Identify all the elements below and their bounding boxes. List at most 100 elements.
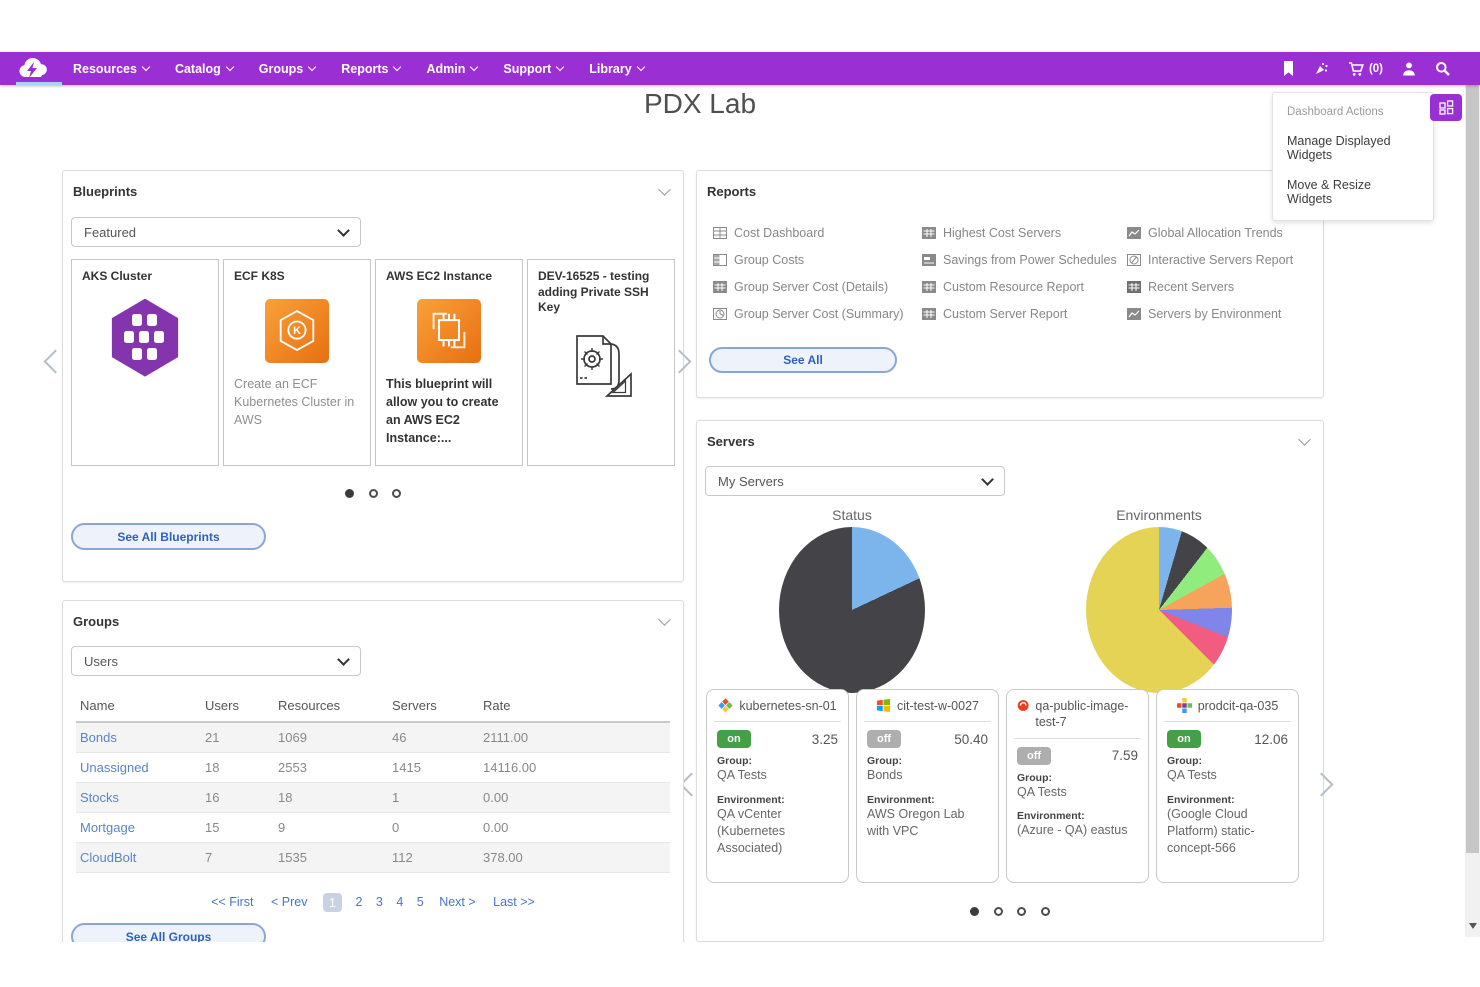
collapse-widget-chevron[interactable] — [1298, 433, 1311, 446]
collapse-widget-chevron[interactable] — [658, 613, 671, 626]
nav-item-resources[interactable]: Resources — [60, 52, 162, 85]
cloudbolt-logo-icon[interactable] — [16, 57, 50, 80]
column-header: Rate — [479, 693, 670, 723]
trend-chart-icon — [1127, 308, 1141, 320]
report-link-interactive-servers-report[interactable]: Interactive Servers Report — [1127, 253, 1293, 267]
blueprints-widget: Blueprints Featured AKS Cluster ECF K8S — [43, 170, 692, 582]
server-card[interactable]: qa-public-image-test-7 off 7.59 Group: Q… — [1006, 689, 1149, 883]
nav-item-groups[interactable]: Groups — [246, 52, 328, 85]
server-group: Bonds — [867, 768, 903, 783]
groups-table: Name Users Resources Servers Rate Bonds … — [76, 693, 670, 873]
carousel-prev-arrow[interactable] — [43, 349, 68, 374]
nav-item-support[interactable]: Support — [490, 52, 576, 85]
carousel-dot[interactable] — [368, 489, 378, 498]
viewport-bottom-edge — [0, 942, 1480, 987]
carousel-dot[interactable] — [1017, 907, 1027, 916]
group-link[interactable]: Mortgage — [80, 820, 135, 835]
carousel-dot-active[interactable] — [345, 489, 355, 498]
scrollbar[interactable] — [1465, 85, 1480, 937]
see-all-reports-button[interactable]: See All — [709, 347, 897, 373]
server-name: qa-public-image-test-7 — [1035, 699, 1129, 730]
pagination-page-current[interactable]: 1 — [322, 893, 342, 912]
report-link-recent-servers[interactable]: Recent Servers — [1127, 280, 1234, 294]
chevron-down-icon — [981, 472, 994, 486]
table-icon — [1127, 281, 1141, 293]
report-link-group-server-cost-details[interactable]: Group Server Cost (Details) — [713, 280, 888, 294]
chevron-down-icon — [636, 62, 645, 72]
server-rate: 12.06 — [1254, 731, 1288, 747]
bookmark-icon[interactable] — [1282, 61, 1295, 76]
blueprint-card[interactable]: AKS Cluster — [71, 259, 219, 466]
carousel-dot[interactable] — [1040, 907, 1050, 916]
scrollbar-down-arrow-icon[interactable] — [1469, 923, 1477, 929]
pagination-page[interactable]: 5 — [416, 894, 424, 909]
blueprint-card[interactable]: DEV-16525 - testing adding Private SSH K… — [527, 259, 675, 466]
blueprint-card[interactable]: ECF K8S K Create an ECF Kubernetes Clust… — [223, 259, 371, 466]
report-link-group-server-cost-summary[interactable]: Group Server Cost (Summary) — [713, 307, 903, 321]
widgets-grid-icon — [1438, 100, 1453, 115]
server-card[interactable]: prodcit-qa-035 on 12.06 Group: QA Tests … — [1156, 689, 1299, 883]
dashboard-actions-button[interactable] — [1430, 94, 1462, 121]
server-environment: (Google Cloud Platform) static-concept-5… — [1167, 807, 1255, 855]
servers-filter-select[interactable]: My Servers — [705, 466, 1005, 496]
pagination-next[interactable]: Next > — [439, 894, 476, 909]
environment-label: Environment: — [867, 794, 935, 807]
report-link-global-allocation-trends[interactable]: Global Allocation Trends — [1127, 226, 1283, 240]
menu-item-manage-widgets[interactable]: Manage Displayed Widgets — [1287, 134, 1391, 162]
group-link[interactable]: Unassigned — [80, 760, 149, 775]
nav-item-admin[interactable]: Admin — [413, 52, 490, 85]
search-icon[interactable] — [1435, 61, 1450, 76]
user-icon[interactable] — [1402, 61, 1416, 76]
report-link-servers-by-environment[interactable]: Servers by Environment — [1127, 307, 1281, 321]
report-link-custom-server-report[interactable]: Custom Server Report — [922, 307, 1067, 321]
nav-item-library[interactable]: Library — [576, 52, 656, 85]
pagination-page[interactable]: 2 — [355, 894, 363, 909]
report-link-custom-resource-report[interactable]: Custom Resource Report — [922, 280, 1084, 294]
server-environment: (Azure - QA) eastus — [1017, 823, 1128, 838]
whats-new-icon[interactable] — [1314, 61, 1329, 76]
server-card[interactable]: cit-test-w-0027 off 50.40 Group: Bonds E… — [856, 689, 999, 883]
group-link[interactable]: CloudBolt — [80, 850, 137, 865]
carousel-dot[interactable] — [993, 907, 1003, 916]
pagination-first[interactable]: << First — [211, 894, 254, 909]
nav-item-reports[interactable]: Reports — [328, 52, 413, 85]
top-navbar: Resources Catalog Groups Reports Admin S… — [0, 52, 1480, 85]
nav-item-catalog[interactable]: Catalog — [162, 52, 246, 85]
server-group: QA Tests — [1167, 768, 1217, 783]
environment-label: Environment: — [1017, 810, 1085, 823]
server-card[interactable]: kubernetes-sn-01 on 3.25 Group: QA Tests… — [706, 689, 849, 883]
group-label: Group: — [867, 755, 902, 768]
scrollbar-thumb[interactable] — [1466, 85, 1479, 853]
blueprint-card[interactable]: AWS EC2 Instance This blueprint will all… — [375, 259, 523, 466]
group-link[interactable]: Stocks — [80, 790, 120, 805]
group-link[interactable]: Bonds — [80, 730, 117, 745]
see-all-blueprints-button[interactable]: See All Blueprints — [71, 523, 266, 550]
pagination-last[interactable]: Last >> — [493, 894, 535, 909]
navbar-actions: (0) — [1282, 61, 1480, 77]
server-group: QA Tests — [1017, 784, 1067, 799]
status-pie-title: Status — [832, 507, 872, 523]
blueprints-filter-select[interactable]: Featured — [71, 217, 361, 247]
report-link-cost-dashboard[interactable]: Cost Dashboard — [713, 226, 824, 240]
menu-item-move-resize-widgets[interactable]: Move & Resize Widgets — [1287, 178, 1372, 206]
report-link-group-costs[interactable]: Group Costs — [713, 253, 804, 267]
group-label: Group: — [1167, 755, 1202, 768]
pagination-prev[interactable]: < Prev — [270, 894, 308, 909]
report-link-savings-power-schedules[interactable]: Savings from Power Schedules — [922, 253, 1117, 267]
report-link-highest-cost-servers[interactable]: Highest Cost Servers — [922, 226, 1061, 240]
groups-filter-select[interactable]: Users — [71, 646, 361, 676]
collapse-widget-chevron[interactable] — [658, 183, 671, 196]
pagination-page[interactable]: 3 — [375, 894, 383, 909]
chevron-down-icon — [470, 62, 479, 72]
carousel-dot-active[interactable] — [970, 907, 980, 916]
cart-button[interactable]: (0) — [1348, 61, 1383, 77]
reports-widget: Reports Cost Dashboard Group Costs Group… — [696, 170, 1324, 398]
status-badge: off — [1017, 746, 1051, 765]
carousel-dot[interactable] — [391, 489, 401, 498]
pagination-page[interactable]: 4 — [396, 894, 404, 909]
table-row: CloudBolt 7 1535 112 378.00 — [76, 842, 670, 873]
carousel-next-arrow[interactable] — [1309, 772, 1334, 797]
interactive-report-icon — [1127, 254, 1141, 266]
chevron-down-icon — [556, 62, 565, 72]
